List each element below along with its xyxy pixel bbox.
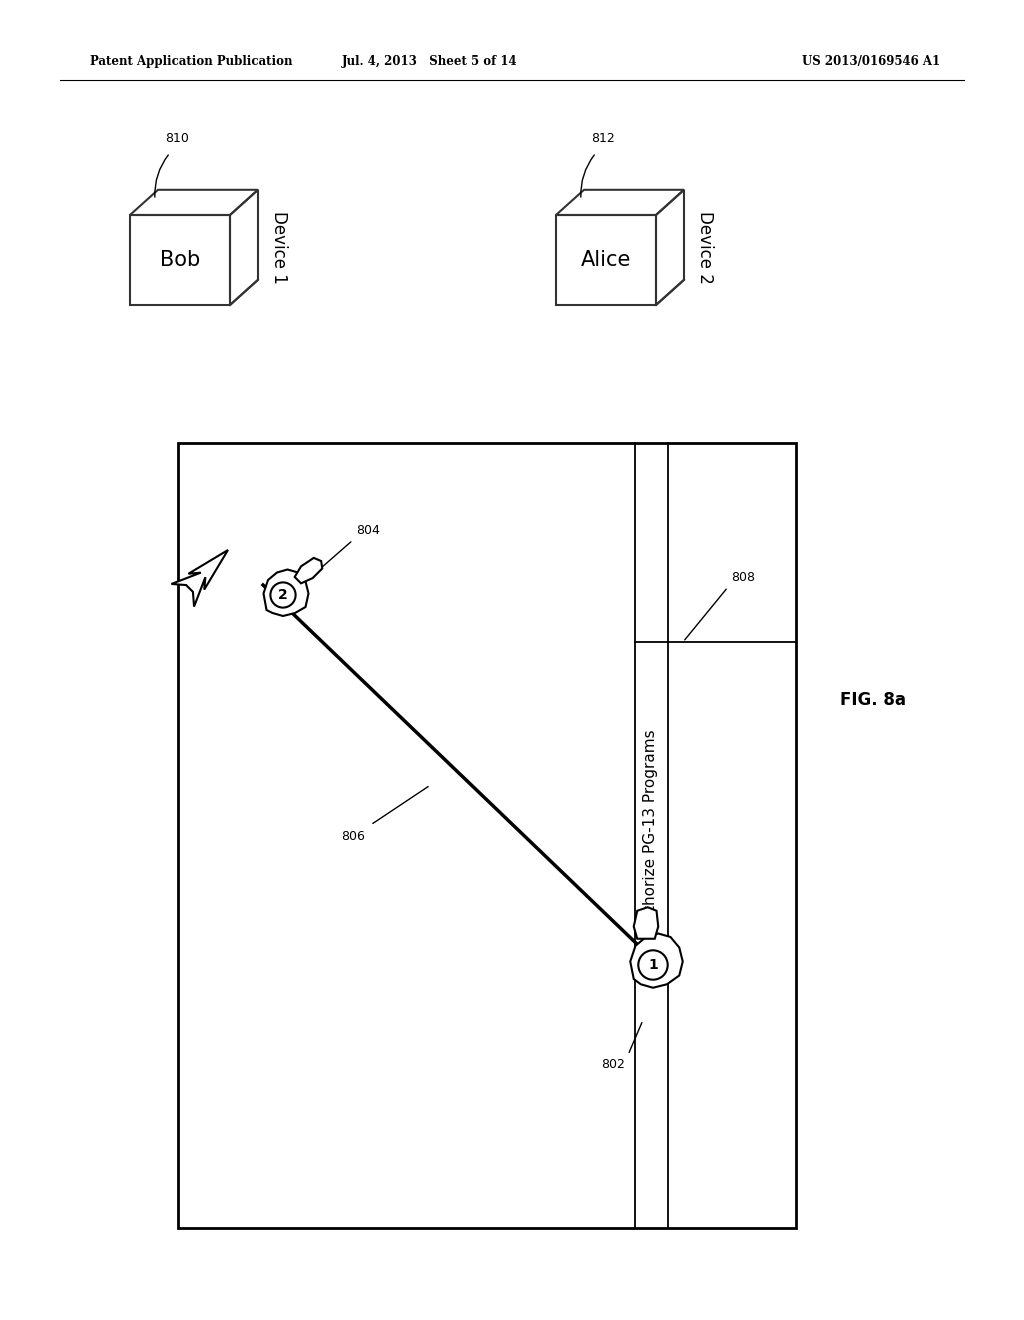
Circle shape — [638, 950, 668, 979]
Text: FIG. 8a: FIG. 8a — [840, 690, 906, 709]
Polygon shape — [171, 550, 228, 607]
Text: 2: 2 — [279, 587, 288, 602]
Text: Bob: Bob — [160, 249, 200, 271]
Circle shape — [270, 582, 296, 607]
Polygon shape — [634, 907, 658, 939]
Text: 812: 812 — [591, 132, 614, 145]
Polygon shape — [630, 933, 683, 987]
Text: 802: 802 — [601, 1059, 625, 1071]
Polygon shape — [295, 558, 323, 583]
Text: 806: 806 — [342, 830, 366, 843]
Text: Device 1: Device 1 — [270, 211, 288, 284]
Text: Alice: Alice — [581, 249, 631, 271]
Text: 1: 1 — [648, 958, 657, 972]
Text: US 2013/0169546 A1: US 2013/0169546 A1 — [802, 55, 940, 69]
Bar — [178, 444, 796, 1228]
Text: 810: 810 — [165, 132, 188, 145]
Text: Patent Application Publication: Patent Application Publication — [90, 55, 293, 69]
Text: Authorize PG-13 Programs: Authorize PG-13 Programs — [642, 729, 657, 931]
Text: Device 2: Device 2 — [696, 211, 714, 284]
Text: 804: 804 — [356, 524, 380, 537]
Text: Jul. 4, 2013   Sheet 5 of 14: Jul. 4, 2013 Sheet 5 of 14 — [342, 55, 518, 69]
Text: 808: 808 — [731, 572, 755, 583]
Polygon shape — [263, 569, 308, 616]
